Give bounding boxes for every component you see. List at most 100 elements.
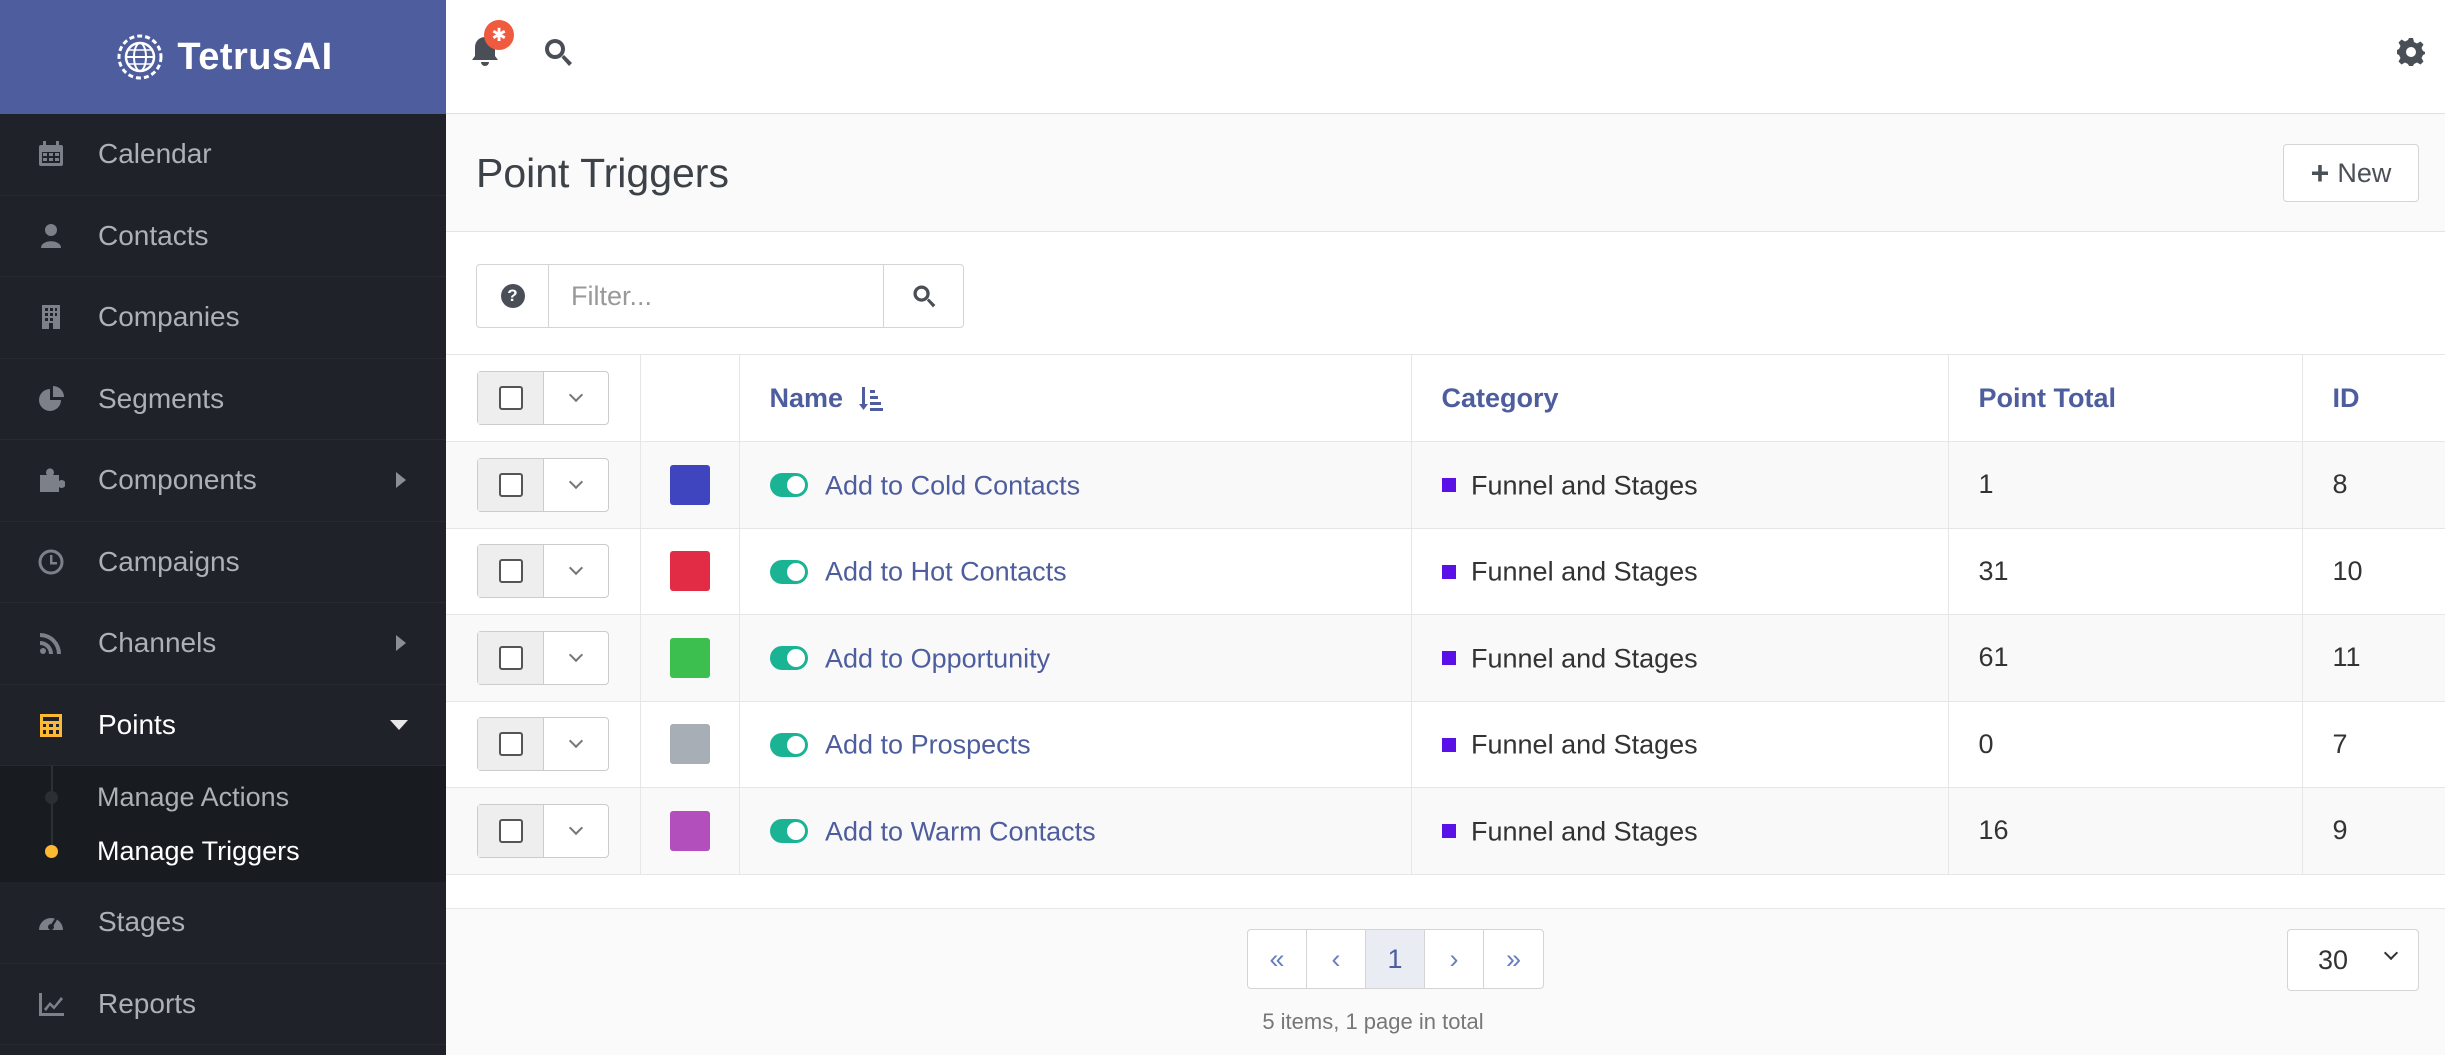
column-header-category[interactable]: Category: [1411, 354, 1949, 442]
points-submenu: Manage Actions Manage Triggers: [0, 766, 446, 882]
search-icon: [912, 285, 935, 308]
color-header: [640, 354, 740, 442]
chevron-down-icon: [568, 647, 584, 662]
filter-input[interactable]: [549, 265, 883, 327]
clock-icon: [36, 547, 66, 577]
column-header-label: Category: [1441, 382, 1559, 413]
bulk-actions-dropdown[interactable]: [544, 372, 608, 424]
category-cell: Funnel and Stages: [1411, 441, 1949, 529]
table-row: Add to Opportunity Funnel and Stages 61 …: [446, 614, 2445, 702]
subnav-manage-triggers[interactable]: Manage Triggers: [0, 824, 446, 878]
sidebar-item-label: Points: [98, 708, 176, 740]
row-actions-dropdown[interactable]: [544, 632, 608, 684]
settings-button[interactable]: [2395, 36, 2429, 70]
sidebar-item-label: Components: [98, 464, 257, 496]
sidebar-item-points[interactable]: Points: [0, 685, 446, 766]
publish-toggle[interactable]: [769, 559, 808, 584]
chevron-down-icon: [568, 734, 584, 749]
column-header-label: Point Total: [1978, 382, 2116, 413]
color-cell: [640, 701, 740, 788]
trigger-name-link[interactable]: Add to Warm Contacts: [825, 815, 1096, 846]
color-cell: [640, 787, 740, 875]
category-label: Funnel and Stages: [1471, 729, 1698, 760]
sidebar-item-campaigns[interactable]: Campaigns: [0, 522, 446, 603]
per-page-select[interactable]: 30: [2287, 929, 2419, 991]
sidebar-item-contacts[interactable]: Contacts: [0, 196, 446, 277]
building-icon: [36, 302, 66, 332]
row-select-group: [477, 457, 609, 512]
filter-help-button[interactable]: ?: [477, 265, 549, 327]
row-checkbox[interactable]: [478, 718, 544, 771]
sidebar-item-channels[interactable]: Channels: [0, 603, 446, 685]
sidebar-item-components[interactable]: Components: [0, 440, 446, 522]
row-select-group: [477, 630, 609, 685]
publish-toggle[interactable]: [769, 473, 808, 498]
chevron-down-icon: [568, 474, 584, 489]
sidebar-item-companies[interactable]: Companies: [0, 277, 446, 359]
id-cell: 8: [2302, 441, 2445, 529]
select-all-checkbox[interactable]: [478, 372, 544, 424]
plus-icon: +: [2310, 155, 2330, 191]
column-header-id[interactable]: ID: [2302, 354, 2445, 442]
row-checkbox[interactable]: [478, 458, 544, 511]
category-label: Funnel and Stages: [1471, 642, 1698, 673]
new-button[interactable]: + New: [2283, 144, 2419, 202]
submenu-line: [51, 766, 53, 852]
next-page-button[interactable]: ›: [1425, 930, 1484, 988]
id-cell: 10: [2302, 528, 2445, 615]
trigger-name-link[interactable]: Add to Cold Contacts: [825, 469, 1081, 500]
sidebar-item-calendar[interactable]: Calendar: [0, 114, 446, 196]
sidebar-item-label: Contacts: [98, 219, 209, 251]
row-checkbox[interactable]: [478, 804, 544, 857]
subnav-manage-actions[interactable]: Manage Actions: [0, 770, 446, 824]
global-search-button[interactable]: [542, 36, 578, 72]
column-header-name[interactable]: Name: [739, 354, 1412, 442]
page-header: Point Triggers + New: [446, 114, 2445, 232]
publish-toggle[interactable]: [769, 819, 808, 844]
sidebar-item-label: Reports: [98, 987, 197, 1019]
trigger-name-link[interactable]: Add to Opportunity: [825, 642, 1051, 673]
id-cell: 7: [2302, 701, 2445, 788]
bullet-icon: [45, 790, 58, 804]
row-checkbox[interactable]: [478, 631, 544, 684]
caret-down-icon: [390, 719, 408, 730]
table-row: Add to Hot Contacts Funnel and Stages 31…: [446, 528, 2445, 615]
prev-page-button[interactable]: ‹: [1307, 930, 1366, 988]
current-page-button[interactable]: 1: [1366, 930, 1425, 988]
row-select-group: [477, 544, 609, 599]
row-checkbox[interactable]: [478, 545, 544, 598]
filter-search-button[interactable]: [883, 265, 963, 327]
row-select-cell: [446, 787, 641, 875]
last-page-button[interactable]: »: [1505, 943, 1522, 974]
brand-logo[interactable]: TetrusAI: [0, 0, 446, 114]
filter-bar: ?: [476, 264, 964, 328]
publish-toggle[interactable]: [769, 646, 808, 671]
sidebar-item-label: Segments: [98, 382, 225, 414]
sidebar-item-label: Campaigns: [98, 545, 240, 577]
pie-chart-icon: [36, 384, 66, 414]
trigger-name-link[interactable]: Add to Prospects: [825, 729, 1031, 760]
trigger-name-link[interactable]: Add to Hot Contacts: [825, 556, 1067, 587]
subnav-label: Manage Triggers: [97, 835, 300, 866]
name-cell: Add to Opportunity: [739, 614, 1412, 702]
sidebar-item-reports[interactable]: Reports: [0, 964, 446, 1045]
column-header-point-total[interactable]: Point Total: [1948, 354, 2303, 442]
row-actions-dropdown[interactable]: [544, 545, 608, 597]
top-bar: ✱: [446, 0, 2445, 114]
row-actions-dropdown[interactable]: [544, 805, 608, 857]
sidebar-item-label: Channels: [98, 627, 217, 659]
sidebar-item-stages[interactable]: Stages: [0, 882, 446, 964]
publish-toggle[interactable]: [769, 732, 808, 757]
column-header-label: ID: [2332, 382, 2360, 413]
select-all-group: [477, 371, 609, 425]
id-cell: 9: [2302, 787, 2445, 875]
category-cell: Funnel and Stages: [1411, 701, 1949, 788]
color-swatch: [669, 637, 710, 678]
line-chart-icon: [36, 989, 66, 1019]
row-actions-dropdown[interactable]: [544, 718, 608, 770]
row-actions-dropdown[interactable]: [544, 459, 608, 511]
notifications-button[interactable]: ✱: [468, 20, 514, 72]
first-page-button[interactable]: «: [1248, 930, 1307, 988]
page-title: Point Triggers: [476, 150, 729, 196]
sidebar-item-segments[interactable]: Segments: [0, 359, 446, 440]
